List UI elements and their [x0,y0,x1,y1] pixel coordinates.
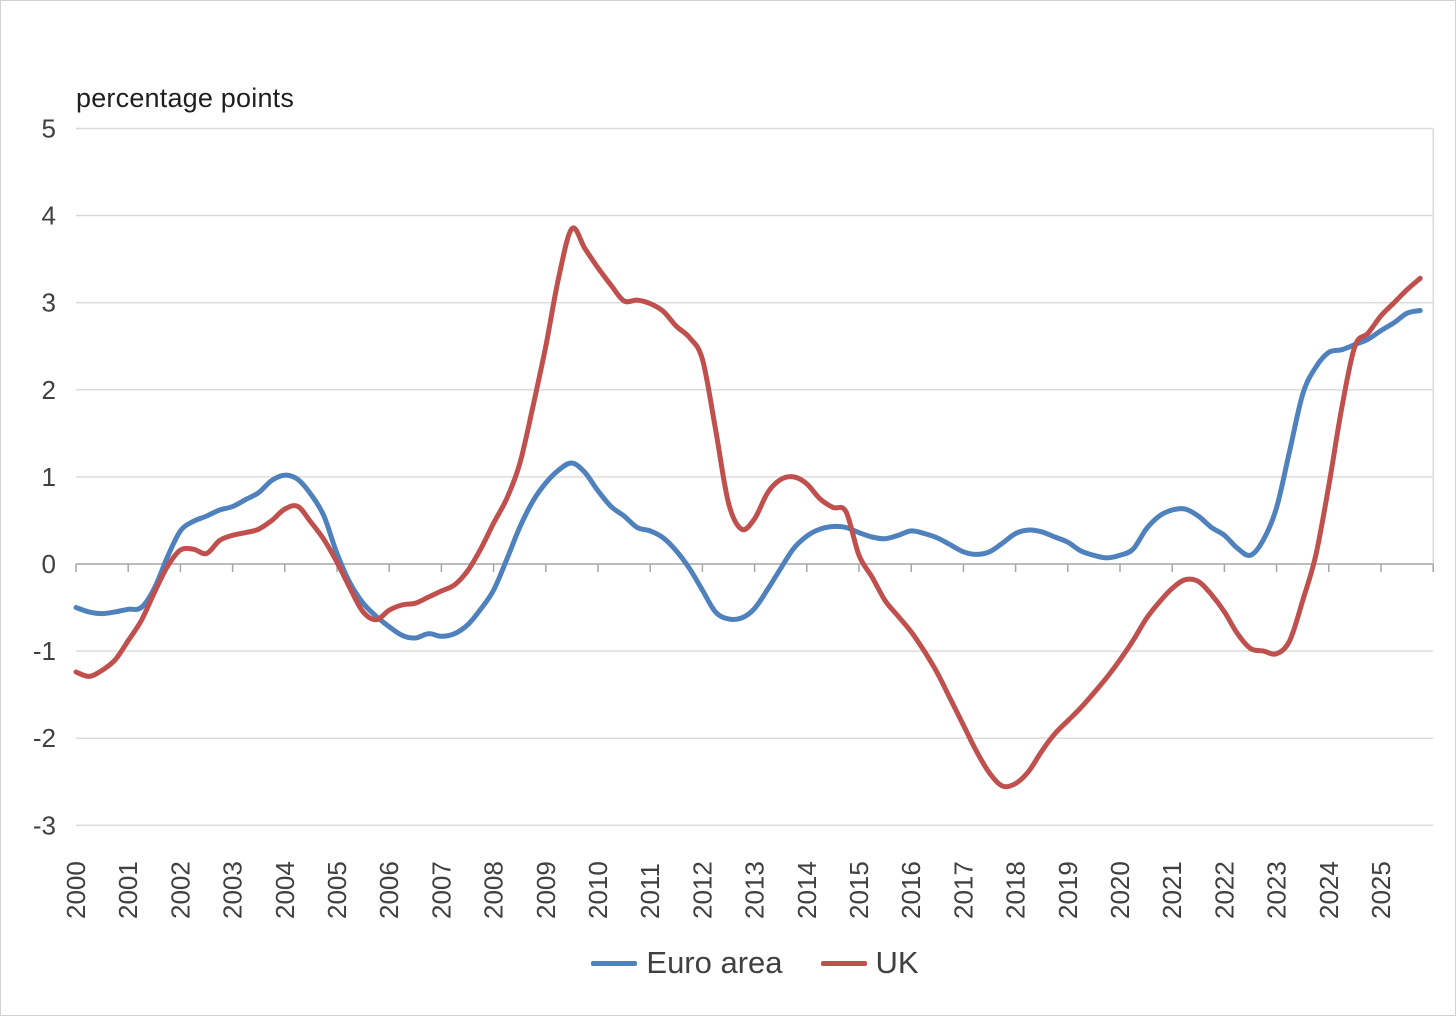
y-tick-label: 4 [42,201,56,231]
x-tick-label: 2023 [1262,861,1292,919]
y-tick-label: -2 [33,723,56,753]
series-line-euro-area [73,308,1423,641]
x-tick-label: 2025 [1366,861,1396,919]
x-tick-label: 2012 [687,861,717,919]
chart-title: percentage points [76,83,295,113]
x-tick-label: 2003 [218,861,248,919]
x-tick-label: 2015 [844,861,874,919]
x-tick-label: 2021 [1157,861,1187,919]
x-tick-label: 2006 [374,861,404,919]
x-tick-label: 2000 [61,861,91,919]
x-tick-label: 2001 [113,861,143,919]
x-tick-label: 2019 [1053,861,1083,919]
legend-label-euro-area: Euro area [646,945,783,980]
y-tick-label: -1 [33,636,56,666]
y-tick-label: 5 [42,114,56,144]
x-tick-label: 2004 [270,861,300,919]
legend: Euro area UK [76,945,1434,981]
x-tick-label: 2020 [1105,861,1135,919]
x-tick-label: 2016 [896,861,926,919]
series-line-uk [73,225,1423,790]
legend-item-uk: UK [820,945,919,981]
x-tick-label: 2013 [740,861,770,919]
x-tick-label: 2010 [583,861,613,919]
x-tick-label: 2014 [792,861,822,919]
y-tick-label: -3 [33,810,56,840]
x-tick-label: 2007 [426,861,456,919]
y-tick-label: 2 [42,375,56,405]
euro-area-line-swatch-icon [591,960,638,966]
legend-item-euro-area: Euro area [591,945,783,981]
y-tick-label: 3 [42,288,56,318]
x-tick-label: 2008 [479,861,509,919]
x-tick-label: 2009 [531,861,561,919]
legend-label-uk: UK [875,945,919,980]
x-tick-label: 2005 [322,861,352,919]
x-tick-label: 2011 [635,863,665,919]
x-tick-label: 2022 [1209,861,1239,919]
x-tick-label: 2017 [948,861,978,919]
x-tick-label: 2024 [1314,861,1344,919]
y-tick-label: 1 [42,462,56,492]
uk-line-swatch-icon [820,960,867,966]
x-tick-label: 2018 [1001,861,1031,919]
y-tick-label: 0 [42,549,56,579]
x-tick-label: 2002 [165,861,195,919]
